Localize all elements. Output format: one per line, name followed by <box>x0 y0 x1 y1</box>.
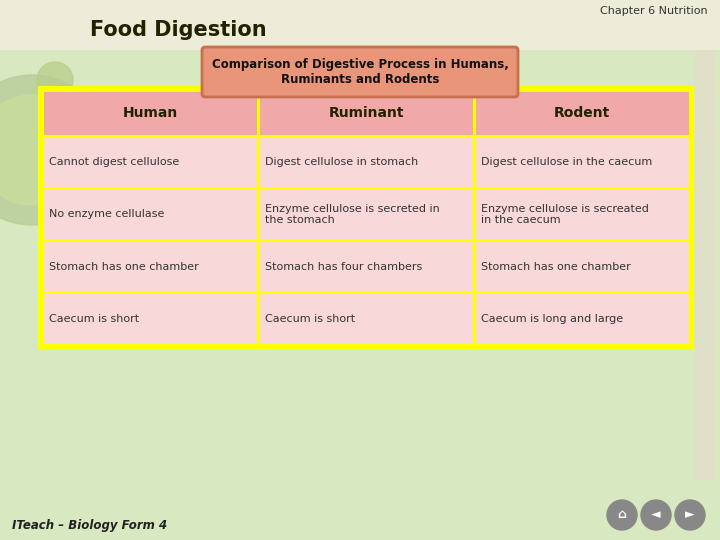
Circle shape <box>675 500 705 530</box>
FancyBboxPatch shape <box>259 242 472 291</box>
FancyBboxPatch shape <box>38 86 694 349</box>
Text: No enzyme cellulase: No enzyme cellulase <box>49 210 164 219</box>
Text: ⌂: ⌂ <box>618 509 626 522</box>
Circle shape <box>37 62 73 98</box>
FancyBboxPatch shape <box>259 190 472 239</box>
FancyBboxPatch shape <box>475 242 688 291</box>
Text: Enzyme cellulose is secreted in
the stomach: Enzyme cellulose is secreted in the stom… <box>265 204 440 225</box>
FancyBboxPatch shape <box>475 91 688 134</box>
Text: Digest cellulose in the caecum: Digest cellulose in the caecum <box>481 157 652 167</box>
Circle shape <box>607 500 637 530</box>
Text: ►: ► <box>685 509 695 522</box>
Circle shape <box>0 95 87 205</box>
Text: Comparison of Digestive Process in Humans,
Ruminants and Rodents: Comparison of Digestive Process in Human… <box>212 58 508 86</box>
Circle shape <box>0 75 107 225</box>
FancyBboxPatch shape <box>43 190 256 239</box>
Circle shape <box>641 500 671 530</box>
Text: Enzyme cellulose is secreated
in the caecum: Enzyme cellulose is secreated in the cae… <box>481 204 649 225</box>
Text: Food Digestion: Food Digestion <box>90 20 266 40</box>
FancyBboxPatch shape <box>259 138 472 187</box>
Text: ITeach – Biology Form 4: ITeach – Biology Form 4 <box>12 519 167 532</box>
Text: Caecum is long and large: Caecum is long and large <box>481 314 623 324</box>
FancyBboxPatch shape <box>475 138 688 187</box>
FancyBboxPatch shape <box>43 91 256 134</box>
FancyBboxPatch shape <box>202 47 518 97</box>
FancyBboxPatch shape <box>475 190 688 239</box>
FancyBboxPatch shape <box>475 294 688 343</box>
FancyBboxPatch shape <box>259 294 472 343</box>
Text: Digest cellulose in stomach: Digest cellulose in stomach <box>265 157 418 167</box>
Text: Stomach has four chambers: Stomach has four chambers <box>265 261 422 272</box>
Text: Cannot digest cellulose: Cannot digest cellulose <box>49 157 179 167</box>
Text: Stomach has one chamber: Stomach has one chamber <box>49 261 199 272</box>
FancyBboxPatch shape <box>43 138 256 187</box>
Text: Caecum is short: Caecum is short <box>265 314 355 324</box>
Text: Caecum is short: Caecum is short <box>49 314 139 324</box>
FancyBboxPatch shape <box>0 0 720 50</box>
Text: Stomach has one chamber: Stomach has one chamber <box>481 261 631 272</box>
Text: Ruminant: Ruminant <box>328 106 404 120</box>
Text: ◄: ◄ <box>651 509 661 522</box>
Text: Human: Human <box>122 106 178 120</box>
Text: Rodent: Rodent <box>554 106 610 120</box>
FancyBboxPatch shape <box>259 91 472 134</box>
FancyBboxPatch shape <box>43 242 256 291</box>
FancyBboxPatch shape <box>695 50 715 480</box>
Text: Chapter 6 Nutrition: Chapter 6 Nutrition <box>600 6 708 16</box>
FancyBboxPatch shape <box>43 294 256 343</box>
